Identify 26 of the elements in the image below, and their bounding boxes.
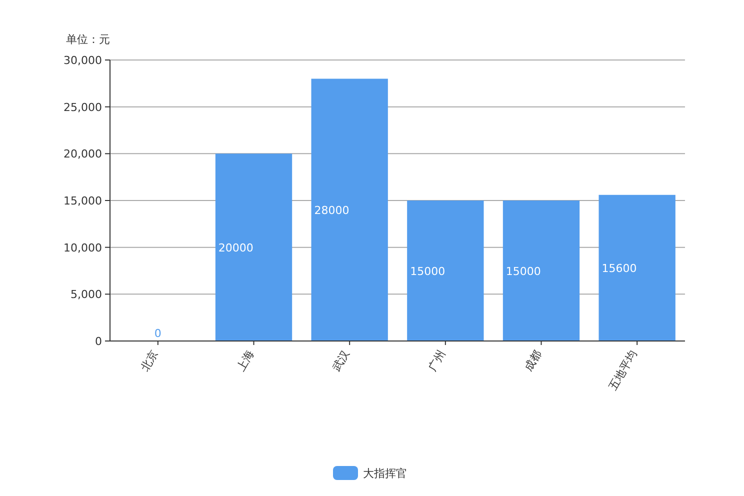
- y-tick-label: 30,000: [64, 54, 102, 67]
- data-label: 28000: [314, 204, 350, 217]
- bar: [598, 194, 676, 341]
- x-tick-label: 北京: [138, 348, 161, 374]
- x-tick-label: 上海: [234, 348, 256, 374]
- y-axis-title: 单位：元: [66, 33, 110, 46]
- legend-label: 大指挥官: [363, 467, 407, 480]
- bar: [311, 78, 388, 341]
- y-tick-label: 20,000: [64, 148, 102, 161]
- y-tick-label: 10,000: [64, 241, 102, 254]
- data-label: 15000: [506, 264, 541, 278]
- y-tick-label: 25,000: [64, 100, 102, 114]
- y-tick-label: 5,000: [70, 288, 102, 302]
- x-tick-label: 成都: [522, 348, 544, 374]
- bar: [215, 154, 292, 341]
- x-tick-label: 五地平均: [606, 348, 640, 393]
- bar: [407, 200, 484, 341]
- y-tick-label: 0: [95, 335, 102, 348]
- data-label: 15600: [602, 262, 637, 275]
- x-tick-label: 武汉: [330, 348, 352, 374]
- x-tick-label: 广州: [426, 348, 448, 374]
- data-label: 20000: [218, 241, 254, 254]
- data-label: 15000: [410, 264, 446, 278]
- data-label: 0: [154, 327, 162, 340]
- y-tick-label: 15,000: [64, 194, 102, 208]
- bar: [502, 200, 580, 341]
